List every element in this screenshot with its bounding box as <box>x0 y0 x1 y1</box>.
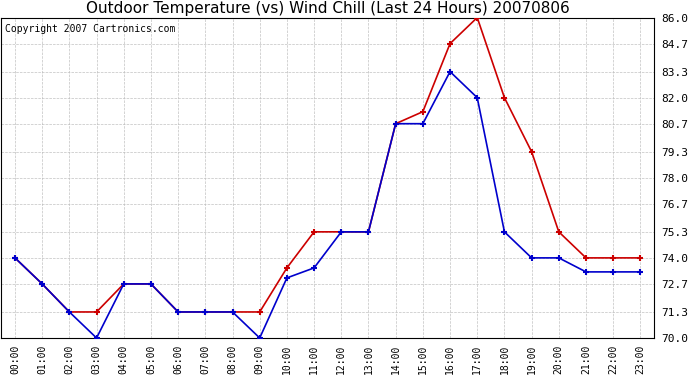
Text: Copyright 2007 Cartronics.com: Copyright 2007 Cartronics.com <box>5 24 175 34</box>
Title: Outdoor Temperature (vs) Wind Chill (Last 24 Hours) 20070806: Outdoor Temperature (vs) Wind Chill (Las… <box>86 2 569 16</box>
